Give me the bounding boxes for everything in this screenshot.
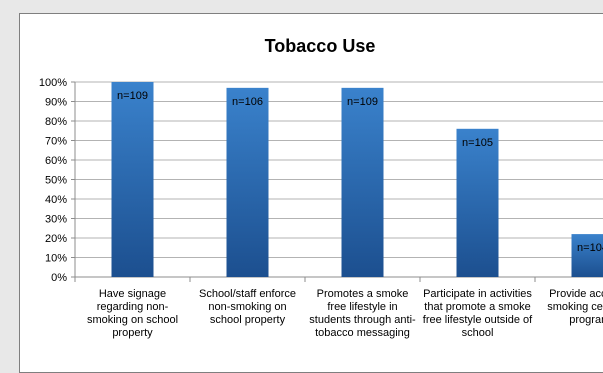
bar — [112, 82, 154, 277]
x-category-label: Provide access to smoking cessation prog… — [537, 288, 603, 327]
y-tick-label: 0% — [51, 272, 67, 284]
x-category-label: School/staff enforce non-smoking on scho… — [192, 288, 304, 327]
bar-data-label: n=104 — [577, 242, 603, 254]
bar-data-label: n=105 — [462, 137, 493, 149]
bar-data-label: n=109 — [117, 90, 148, 102]
x-category-label: Promotes a smoke free lifestyle in stude… — [307, 288, 419, 340]
y-tick-label: 60% — [45, 155, 67, 167]
y-tick-label: 100% — [39, 77, 67, 89]
y-tick-label: 30% — [45, 214, 67, 226]
y-tick-label: 20% — [45, 233, 67, 245]
bar — [227, 88, 269, 277]
y-tick-label: 90% — [45, 97, 67, 109]
bar — [572, 234, 603, 277]
y-tick-label: 40% — [45, 194, 67, 206]
x-category-label: Have signage regarding non-smoking on sc… — [77, 288, 189, 340]
chart-frame: Tobacco Use 0%10%20%30%40%50%60%70%80%90… — [19, 13, 603, 373]
y-tick-label: 80% — [45, 116, 67, 128]
y-tick-label: 50% — [45, 175, 67, 187]
y-tick-label: 10% — [45, 253, 67, 265]
bar-data-label: n=109 — [347, 96, 378, 108]
bar — [457, 129, 499, 277]
x-category-label: Participate in activities that promote a… — [422, 288, 534, 340]
y-tick-label: 70% — [45, 136, 67, 148]
bar — [342, 88, 384, 277]
bar-data-label: n=106 — [232, 96, 263, 108]
